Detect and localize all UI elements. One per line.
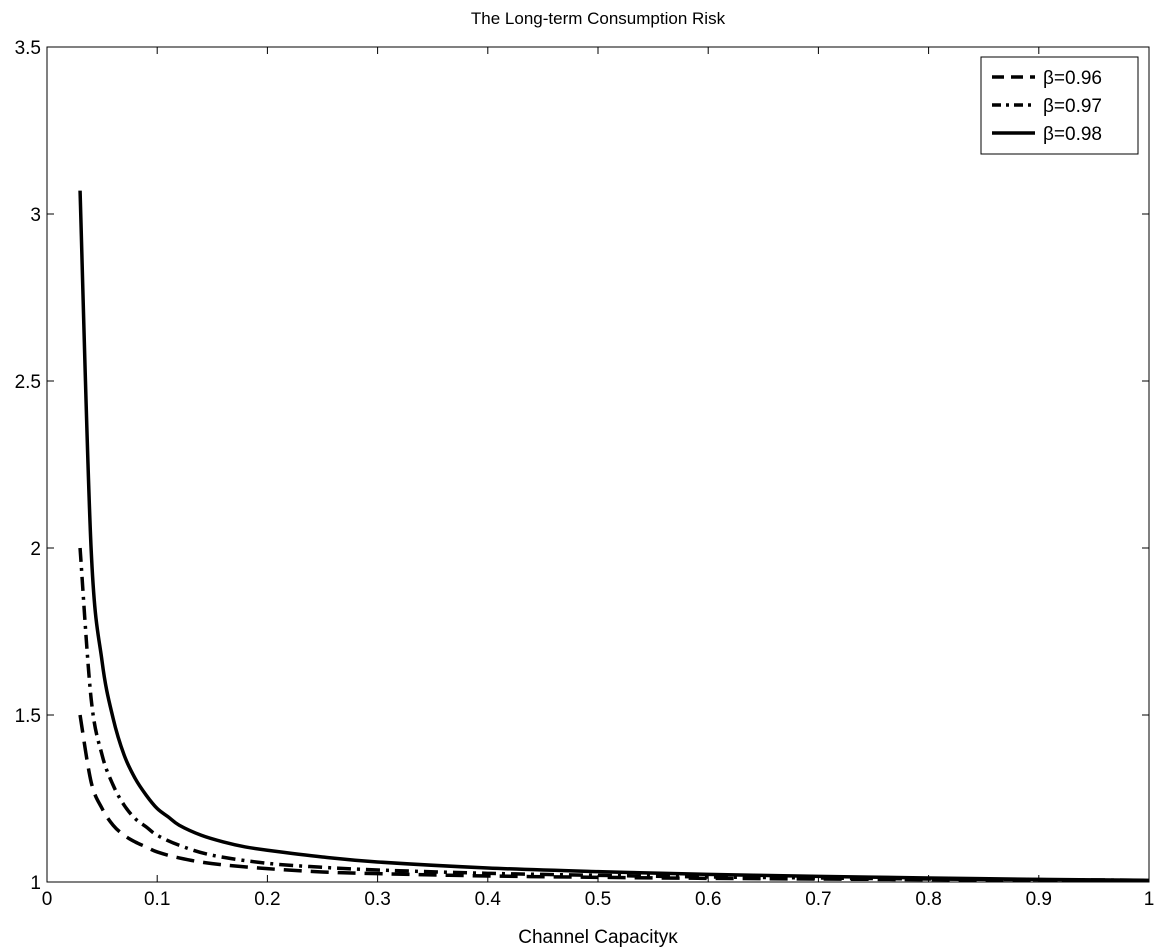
y-tick-label: 1.5 — [15, 706, 41, 727]
legend-label: β=0.97 — [1043, 96, 1102, 117]
legend: β=0.96 β=0.97 β=0.98 — [980, 56, 1139, 155]
chart-title: The Long-term Consumption Risk — [471, 9, 726, 28]
x-tick-label: 0.2 — [254, 889, 280, 910]
x-tick-label: 0 — [42, 889, 53, 910]
x-tick-label: 0.9 — [1026, 889, 1052, 910]
x-axis-label: Channel Capacityκ — [518, 927, 678, 948]
x-tick-label: 0.3 — [364, 889, 390, 910]
y-tick-label: 2.5 — [15, 372, 41, 393]
series-line-3 — [78, 190, 1150, 883]
x-tick-label: 0.1 — [144, 889, 170, 910]
y-tick-label: 3.5 — [15, 38, 41, 59]
x-tick-label: 0.8 — [915, 889, 941, 910]
series-line-1 — [78, 714, 1150, 883]
x-tick-label: 0.4 — [475, 889, 502, 910]
plot-area-frame — [46, 46, 1150, 883]
y-tick-label: 2 — [30, 539, 41, 560]
x-tick-label: 0.6 — [695, 889, 721, 910]
x-tick-label: 1 — [1144, 889, 1155, 910]
x-tick-label: 0.5 — [585, 889, 611, 910]
x-tick-label: 0.7 — [805, 889, 831, 910]
y-tick-label: 3 — [30, 205, 41, 226]
legend-label: β=0.98 — [1043, 124, 1102, 145]
legend-label: β=0.96 — [1043, 68, 1102, 89]
series-layer — [78, 190, 1150, 883]
ticks-layer: 0 0.1 0.2 0.3 0.4 0.5 0.6 0.7 0.8 0.9 1 1 1.5 2 2.5 3 3.… — [15, 38, 1155, 910]
y-tick-label: 1 — [30, 873, 41, 894]
